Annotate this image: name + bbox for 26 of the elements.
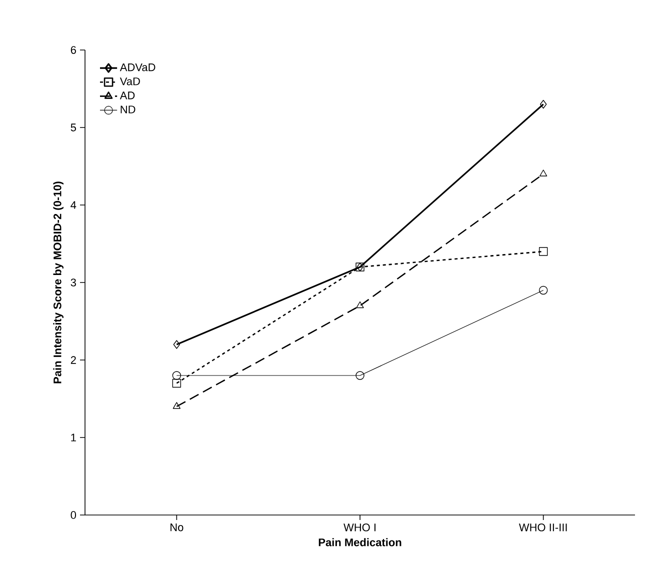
x-tick-label: WHO I	[344, 524, 376, 532]
x-tick-label: WHO II-III	[518, 524, 567, 532]
y-tick-label: 6	[70, 46, 76, 54]
point	[173, 340, 180, 349]
point	[356, 301, 364, 308]
y-axis-title: Pain Intensity Score by MOBID-2 (0-10)	[53, 182, 64, 384]
point	[538, 247, 548, 256]
point	[538, 286, 548, 295]
legend-label: ND	[120, 106, 136, 114]
y-tick-label: 0	[70, 511, 76, 519]
point	[172, 378, 182, 388]
x-axis-title: Pain Medication	[318, 538, 402, 546]
y-tick-label: 3	[70, 278, 76, 286]
x-tick-label: No	[170, 524, 184, 532]
y-tick-label: 2	[70, 356, 76, 364]
point	[540, 170, 548, 176]
legend-label: AD	[120, 92, 135, 100]
point	[356, 371, 364, 380]
y-tick-label: 4	[70, 201, 76, 209]
y-tick-label: 1	[71, 434, 76, 442]
legend-label: VaD	[120, 78, 140, 86]
point	[172, 402, 180, 409]
point	[540, 100, 547, 109]
point	[172, 371, 182, 380]
legend-label: ADVaD	[120, 64, 156, 72]
y-tick-label: 5	[70, 124, 76, 132]
